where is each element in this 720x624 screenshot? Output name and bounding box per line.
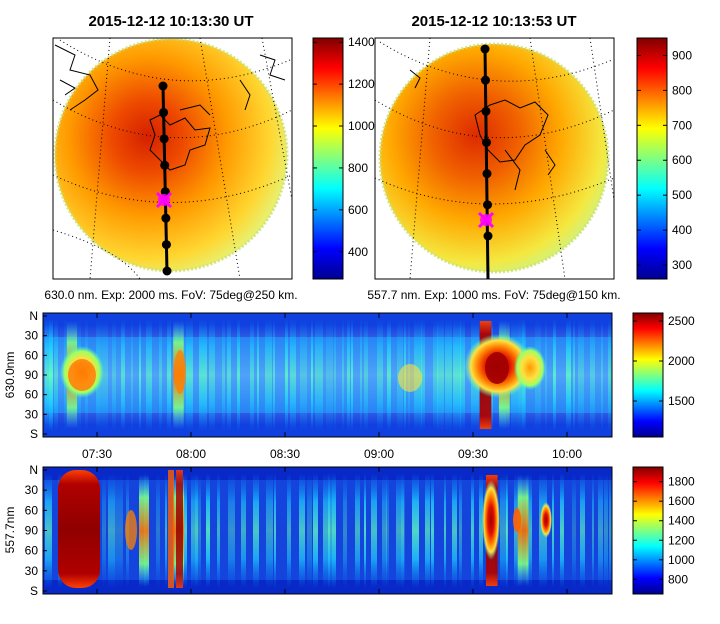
colorbar-630: 400 600 800 1000 1200 1400 xyxy=(312,35,375,280)
colorbar-keogram-630-tick-label: 2000 xyxy=(668,354,695,368)
meridian-dot xyxy=(159,134,169,144)
colorbar-630-tick-label: 600 xyxy=(348,203,368,217)
keogram-5577-ytick: N xyxy=(29,463,38,477)
colorbar-630-tick-label: 400 xyxy=(348,245,368,259)
colorbar-keogram-630: 1500 2000 2500 xyxy=(632,312,695,438)
colorbar-5577-tick-label: 500 xyxy=(672,188,692,202)
keogram-630-ytick: 90 xyxy=(25,368,39,382)
allsky-5577-meridian xyxy=(477,44,495,280)
keogram-630-ytick: N xyxy=(29,309,38,323)
keogram-630-ytick: 60 xyxy=(25,388,39,402)
keogram-5577-ytick: 90 xyxy=(25,524,39,538)
allsky-630-coastline xyxy=(54,44,286,171)
allsky-5577-frame xyxy=(374,37,615,280)
colorbar-5577-tick-label: 600 xyxy=(672,153,692,167)
colorbar-630-tick-label: 1400 xyxy=(348,35,375,49)
meridian-dot xyxy=(161,213,171,223)
meridian-dot xyxy=(161,240,171,250)
keogram-630-ytick: 60 xyxy=(25,348,39,362)
meridian-dot xyxy=(481,75,490,85)
time-tick-label: 07:30 xyxy=(82,447,112,461)
meridian-dot xyxy=(159,107,169,117)
colorbar-keogram-5577: 800 1000 1200 1400 1600 1800 xyxy=(632,466,695,595)
meridian-dot xyxy=(158,81,168,91)
allsky-630-x-marker xyxy=(155,191,173,209)
keogram-5577-ytick: 30 xyxy=(25,483,39,497)
keogram-5577: N 30 60 90 60 30 S 557.7nm xyxy=(3,463,613,598)
allsky-5577-coastline xyxy=(409,69,556,191)
colorbar-keogram-5577-tick-label: 1600 xyxy=(668,494,695,508)
allsky-5577-title: 2015-12-12 10:13:53 UT xyxy=(411,13,576,30)
colorbar-keogram-630-tick-label: 1500 xyxy=(668,394,695,408)
allsky-630-image xyxy=(55,39,287,271)
colorbar-keogram-5577-tick-label: 1400 xyxy=(668,514,695,528)
allsky-5577-x-marker xyxy=(477,211,495,229)
colorbar-5577-tick-label: 400 xyxy=(672,223,692,237)
keogram-5577-bright-band xyxy=(139,475,149,586)
keogram-5577-bright-band xyxy=(517,475,529,586)
colorbar-630-tick-label: 1000 xyxy=(348,119,375,133)
colorbar-630-tick-label: 800 xyxy=(348,161,368,175)
keogram-630-ytick: S xyxy=(30,427,38,441)
allsky-630-meridian xyxy=(155,81,173,276)
keogram-630: N 30 60 90 60 30 S 630.0nm xyxy=(3,309,613,441)
meridian-dot xyxy=(162,266,172,276)
colorbar-keogram-5577-tick-label: 1800 xyxy=(668,475,695,489)
meridian-dot xyxy=(480,44,490,54)
colorbar-keogram-5577-tick-label: 1200 xyxy=(668,533,695,547)
time-tick-label: 10:00 xyxy=(552,447,582,461)
colorbar-keogram-5577-tick-label: 1000 xyxy=(668,553,695,567)
keogram-5577-ytick: S xyxy=(30,584,38,598)
keogram-5577-ytick: 30 xyxy=(25,564,39,578)
meridian-dot xyxy=(482,169,492,179)
keogram-5577-ytick: 60 xyxy=(25,544,39,558)
colorbar-keogram-630-tick-label: 2500 xyxy=(668,314,695,328)
time-tick-label: 08:30 xyxy=(270,447,300,461)
allsky-630-caption: 630.0 nm. Exp: 2000 ms. FoV: 75deg@250 k… xyxy=(44,288,297,302)
allsky-5577-image xyxy=(380,44,608,272)
colorbar-5577-tick-label: 900 xyxy=(672,48,692,62)
time-tick-label: 08:00 xyxy=(176,447,206,461)
keogram-5577-ytick: 60 xyxy=(25,503,39,517)
keogram-5577-ylabel: 557.7nm xyxy=(3,507,17,554)
meridian-dot xyxy=(483,200,492,210)
colorbar-5577-tick-label: 800 xyxy=(672,83,692,97)
meridian-dot xyxy=(483,231,493,241)
allsky-630-gridlines xyxy=(53,38,292,279)
colorbar-5577: 300 400 500 600 700 800 900 xyxy=(636,37,692,280)
meridian-dot xyxy=(481,106,491,116)
keogram-5577-main-band xyxy=(58,470,100,588)
meridian-dot xyxy=(160,160,170,170)
time-tick-label: 09:30 xyxy=(458,447,488,461)
allsky-630-frame xyxy=(52,37,293,280)
meridian-dot xyxy=(482,138,491,147)
allsky-5577-caption: 557.7 nm. Exp: 1000 ms. FoV: 75deg@150 k… xyxy=(367,288,620,302)
colorbar-keogram-5577-tick-label: 800 xyxy=(668,572,688,586)
allsky-panel-630: 2015-12-12 10:13:30 UT xyxy=(44,13,297,302)
colorbar-5577-tick-label: 300 xyxy=(672,258,692,272)
keogram-630-ytick: 30 xyxy=(25,329,39,343)
keogram-630-ytick: 30 xyxy=(25,407,39,421)
colorbar-5577-tick-label: 700 xyxy=(672,118,692,132)
meridian-dot xyxy=(160,187,170,197)
keogram-630-ylabel: 630.0nm xyxy=(3,352,17,399)
allsky-630-title: 2015-12-12 10:13:30 UT xyxy=(88,13,253,30)
allsky-5577-gridlines xyxy=(375,38,614,279)
allsky-panel-5577: 2015-12-12 10:13:53 UT xyxy=(367,13,620,302)
time-tick-label: 09:00 xyxy=(364,447,394,461)
time-axis: 07:30 08:00 08:30 09:00 09:30 10:00 xyxy=(82,447,582,461)
colorbar-630-tick-label: 1200 xyxy=(348,77,375,91)
